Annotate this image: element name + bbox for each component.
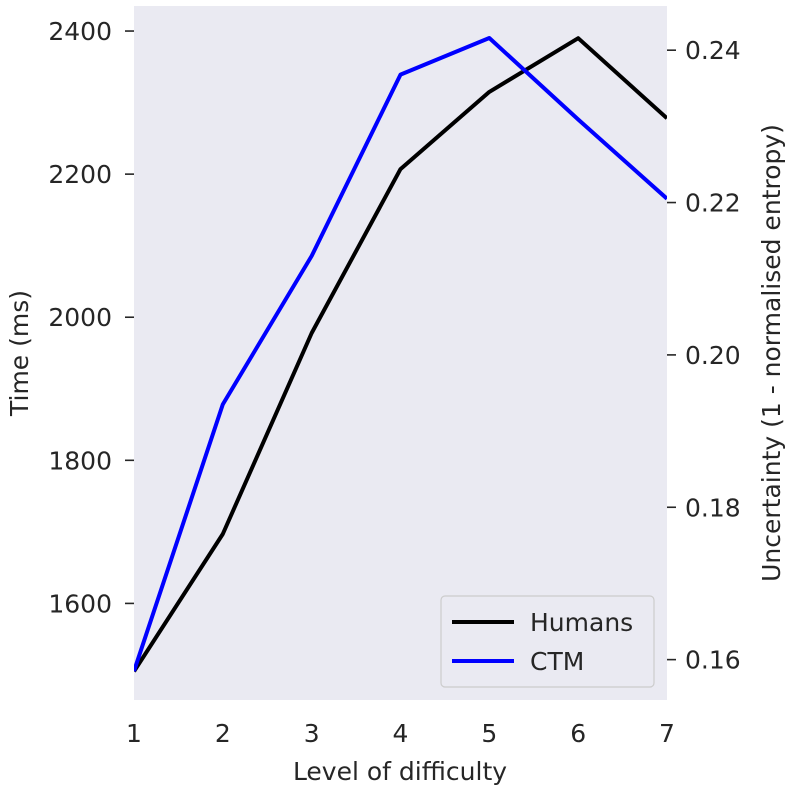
left-tick-label: 2000 (48, 303, 112, 332)
series-layer (134, 36, 667, 673)
x-tick-label: 3 (304, 719, 320, 748)
x-tick-label: 1 (126, 719, 142, 748)
right-y-axis: 0.16 0.18 0.20 0.22 0.24 (667, 36, 741, 675)
x-tick-label: 4 (393, 719, 409, 748)
series-line-ctm (134, 36, 667, 672)
left-tick-label: 2400 (48, 17, 112, 46)
x-axis: 1 2 3 4 5 6 7 (126, 719, 675, 748)
right-axis-label: Uncertainty (1 - normalised entropy) (757, 124, 786, 582)
right-tick-label: 0.20 (685, 341, 741, 370)
left-tick-label: 1600 (48, 589, 112, 618)
legend: Humans CTM (440, 595, 655, 688)
left-tick-label: 2200 (48, 160, 112, 189)
x-tick-label: 7 (659, 719, 675, 748)
right-tick-label: 0.18 (685, 493, 741, 522)
right-tick-label: 0.24 (685, 36, 741, 65)
left-axis-label: Time (ms) (5, 290, 34, 417)
right-tick-label: 0.16 (685, 646, 741, 675)
x-tick-label: 6 (570, 719, 586, 748)
right-tick-label: 0.22 (685, 189, 741, 218)
x-tick-label: 2 (215, 719, 231, 748)
left-y-axis: 1600 1800 2000 2200 2400 (48, 17, 134, 618)
left-tick-label: 1800 (48, 446, 112, 475)
x-tick-label: 5 (481, 719, 497, 748)
x-axis-label: Level of difficulty (293, 757, 507, 786)
legend-label-ctm: CTM (530, 647, 584, 676)
legend-box (440, 595, 655, 688)
series-line-humans (134, 36, 667, 673)
legend-label-humans: Humans (530, 608, 633, 637)
